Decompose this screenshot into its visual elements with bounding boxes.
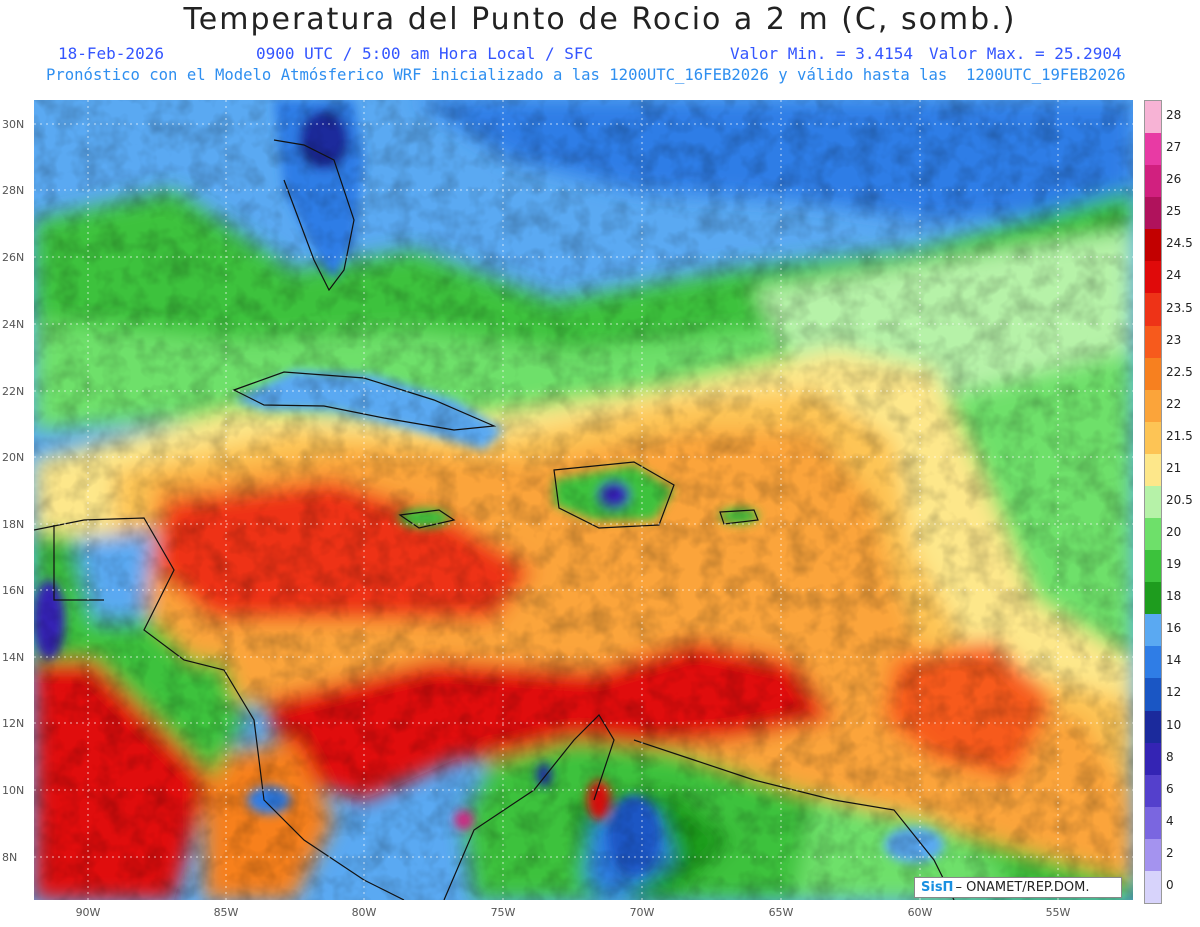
colorbar-label: 4 — [1166, 813, 1174, 828]
colorbar-segment — [1145, 582, 1161, 615]
model-info: Pronóstico con el Modelo Atmósferico WRF… — [46, 66, 1126, 84]
colorbar-label: 6 — [1166, 781, 1174, 796]
graticule — [34, 100, 1133, 900]
colorbar-segment — [1145, 357, 1161, 391]
lat-label-12n: 12N — [2, 717, 25, 730]
colorbar-segment — [1145, 453, 1161, 487]
lon-label-70w: 70W — [629, 906, 655, 919]
colorbar-segment — [1145, 742, 1161, 776]
colorbar-segment — [1145, 389, 1161, 423]
lat-label-20n: 20N — [2, 451, 25, 464]
colorbar-label: 10 — [1166, 717, 1182, 732]
colorbar-segment — [1145, 806, 1161, 840]
lon-label-90w: 90W — [75, 906, 101, 919]
map-field — [34, 100, 1133, 900]
colorbar-label: 25 — [1166, 204, 1182, 219]
colorbar-label: 26 — [1166, 172, 1182, 187]
colorbar-segment — [1145, 550, 1161, 583]
colorbar-segment — [1145, 165, 1161, 198]
lat-label-16n: 16N — [2, 584, 25, 597]
lon-label-80w: 80W — [351, 906, 377, 919]
lat-label-10n: 10N — [2, 784, 25, 797]
lon-label-85w: 85W — [213, 906, 239, 919]
max-value: Valor Max. = 25.2904 — [929, 44, 1122, 63]
colorbar-label: 0 — [1166, 877, 1174, 892]
valid-date: 18-Feb-2026 — [58, 44, 164, 63]
colorbar-label: 20.5 — [1166, 493, 1193, 507]
colorbar-label: 23.5 — [1166, 300, 1193, 315]
colorbar-label: 22.5 — [1166, 364, 1193, 379]
colorbar-segment — [1145, 261, 1161, 294]
lon-label-75w: 75W — [490, 906, 516, 919]
colorbar-label: 23 — [1166, 332, 1182, 347]
credit-text: – ONAMET/REP.DOM. — [955, 880, 1090, 895]
lat-label-22n: 22N — [2, 385, 25, 398]
colorbar-segment — [1145, 518, 1161, 551]
colorbar-segment — [1145, 774, 1161, 808]
colorbar-label: 21 — [1166, 460, 1182, 475]
lat-label-28n: 28N — [2, 184, 25, 197]
colorbar-label: 12 — [1166, 685, 1182, 700]
colorbar-segment — [1145, 485, 1161, 519]
lat-label-30n: 30N — [2, 118, 25, 131]
colorbar-label: 21.5 — [1166, 428, 1193, 443]
colorbar-segment — [1145, 870, 1161, 904]
credit-box: SisΠ – ONAMET/REP.DOM. — [914, 877, 1122, 898]
colorbar-segment — [1145, 229, 1161, 262]
lat-label-24n: 24N — [2, 318, 25, 331]
colorbar-segment — [1145, 614, 1161, 647]
colorbar-segment — [1145, 838, 1161, 872]
colorbar-label: 28 — [1166, 108, 1182, 123]
colorbar-segment — [1145, 646, 1161, 679]
colorbar-legend — [1144, 100, 1162, 904]
lon-label-65w: 65W — [768, 906, 794, 919]
lat-label-18n: 18N — [2, 518, 25, 531]
min-value: Valor Min. = 3.4154 — [730, 44, 914, 63]
colorbar-label: 27 — [1166, 140, 1182, 155]
colorbar-label: 22 — [1166, 396, 1182, 411]
lon-label-60w: 60W — [907, 906, 933, 919]
colorbar-segment — [1145, 710, 1161, 744]
colorbar-label: 18 — [1166, 589, 1182, 604]
colorbar-label: 14 — [1166, 653, 1182, 668]
colorbar-segment — [1145, 678, 1161, 712]
colorbar-segment — [1145, 101, 1161, 134]
colorbar-segment — [1145, 325, 1161, 359]
colorbar-segment — [1145, 197, 1161, 230]
colorbar-label: 19 — [1166, 557, 1182, 572]
colorbar-segment — [1145, 293, 1161, 327]
colorbar-label: 24.5 — [1166, 236, 1193, 251]
lat-label-14n: 14N — [2, 651, 25, 664]
lat-label-26n: 26N — [2, 251, 25, 264]
colorbar-segment — [1145, 421, 1161, 455]
colorbar-label: 24 — [1166, 268, 1182, 283]
lon-label-55w: 55W — [1045, 906, 1071, 919]
colorbar-segment — [1145, 133, 1161, 166]
colorbar-label: 2 — [1166, 845, 1174, 860]
colorbar-label: 16 — [1166, 621, 1182, 636]
dewpoint-map[interactable] — [34, 100, 1133, 900]
map-title: Temperatura del Punto de Rocio a 2 m (C,… — [183, 2, 1017, 37]
valid-time: 0900 UTC / 5:00 am Hora Local / SFC — [256, 44, 594, 63]
lat-label-8n: 8N — [2, 851, 18, 864]
sispi-logo: SisΠ — [921, 880, 954, 895]
colorbar-label: 8 — [1166, 749, 1174, 764]
colorbar-label: 20 — [1166, 525, 1182, 540]
